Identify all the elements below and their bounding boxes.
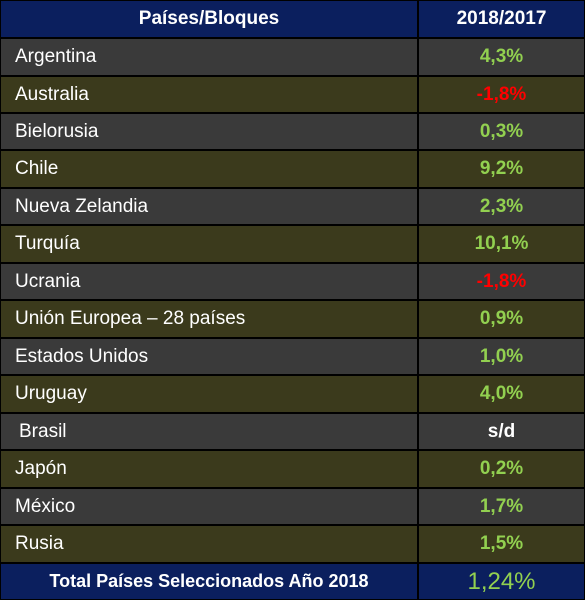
change-value: 0,2% — [479, 458, 524, 479]
value-cell: 2,3% — [418, 188, 585, 225]
table-row: Nueva Zelandia 2,3% — [0, 188, 585, 225]
change-value: -1,8% — [476, 83, 527, 105]
country-label: Nueva Zelandia — [0, 188, 418, 225]
value-cell: s/d — [418, 413, 585, 450]
table-row: Argentina 4,3% — [0, 38, 585, 76]
country-label: Japón — [0, 450, 418, 488]
table-row: Chile 9,2% — [0, 150, 585, 188]
value-cell: 1,5% — [418, 525, 585, 563]
table-row: Estados Unidos 1,0% — [0, 338, 585, 375]
change-value: 10,1% — [474, 233, 529, 254]
change-value: 2,3% — [479, 195, 524, 217]
country-label: Chile — [0, 150, 418, 188]
table-row: Japón 0,2% — [0, 450, 585, 488]
table-row: Ucrania -1,8% — [0, 263, 585, 300]
value-cell: 0,9% — [418, 300, 585, 338]
change-value: 0,3% — [479, 120, 524, 142]
change-value: -1,8% — [476, 270, 527, 292]
value-cell: 4,0% — [418, 375, 585, 413]
country-label: Argentina — [0, 38, 418, 76]
change-value: 0,9% — [479, 308, 524, 329]
country-label: Brasil — [0, 413, 418, 450]
value-cell: 0,3% — [418, 113, 585, 150]
total-value: 1,24% — [467, 567, 536, 595]
change-value: 4,3% — [479, 46, 524, 67]
table-row: Bielorusia 0,3% — [0, 113, 585, 150]
value-cell: 9,2% — [418, 150, 585, 188]
table-row: Turquía 10,1% — [0, 225, 585, 263]
value-cell: 0,2% — [418, 450, 585, 488]
table-row: Brasil s/d — [0, 413, 585, 450]
table-row: Uruguay 4,0% — [0, 375, 585, 413]
value-cell: -1,8% — [418, 76, 585, 113]
change-value: 1,5% — [479, 533, 524, 554]
change-value: 9,2% — [479, 158, 524, 179]
value-cell: 4,3% — [418, 38, 585, 76]
total-label: Total Países Seleccionados Año 2018 — [0, 563, 418, 600]
table-row: Unión Europea – 28 países 0,9% — [0, 300, 585, 338]
change-value: s/d — [487, 420, 516, 442]
country-label: México — [0, 488, 418, 525]
change-value: 1,0% — [479, 345, 524, 367]
value-cell: 1,7% — [418, 488, 585, 525]
country-label: Unión Europea – 28 países — [0, 300, 418, 338]
country-label: Estados Unidos — [0, 338, 418, 375]
change-value: 1,7% — [479, 495, 524, 517]
country-label: Turquía — [0, 225, 418, 263]
change-value: 4,0% — [479, 383, 524, 404]
value-cell: 1,0% — [418, 338, 585, 375]
table-row: Australia -1,8% — [0, 76, 585, 113]
value-cell: 10,1% — [418, 225, 585, 263]
country-label: Uruguay — [0, 375, 418, 413]
table-row: México 1,7% — [0, 488, 585, 525]
country-label: Bielorusia — [0, 113, 418, 150]
table-row: Rusia 1,5% — [0, 525, 585, 563]
country-label: Rusia — [0, 525, 418, 563]
header-country: Países/Bloques — [0, 0, 418, 38]
country-label: Ucrania — [0, 263, 418, 300]
country-label: Australia — [0, 76, 418, 113]
header-period: 2018/2017 — [418, 0, 585, 38]
table-footer: Total Países Seleccionados Año 2018 1,24… — [0, 563, 585, 600]
value-cell: -1,8% — [418, 263, 585, 300]
table-header: Países/Bloques 2018/2017 — [0, 0, 585, 38]
total-value-cell: 1,24% — [418, 563, 585, 600]
